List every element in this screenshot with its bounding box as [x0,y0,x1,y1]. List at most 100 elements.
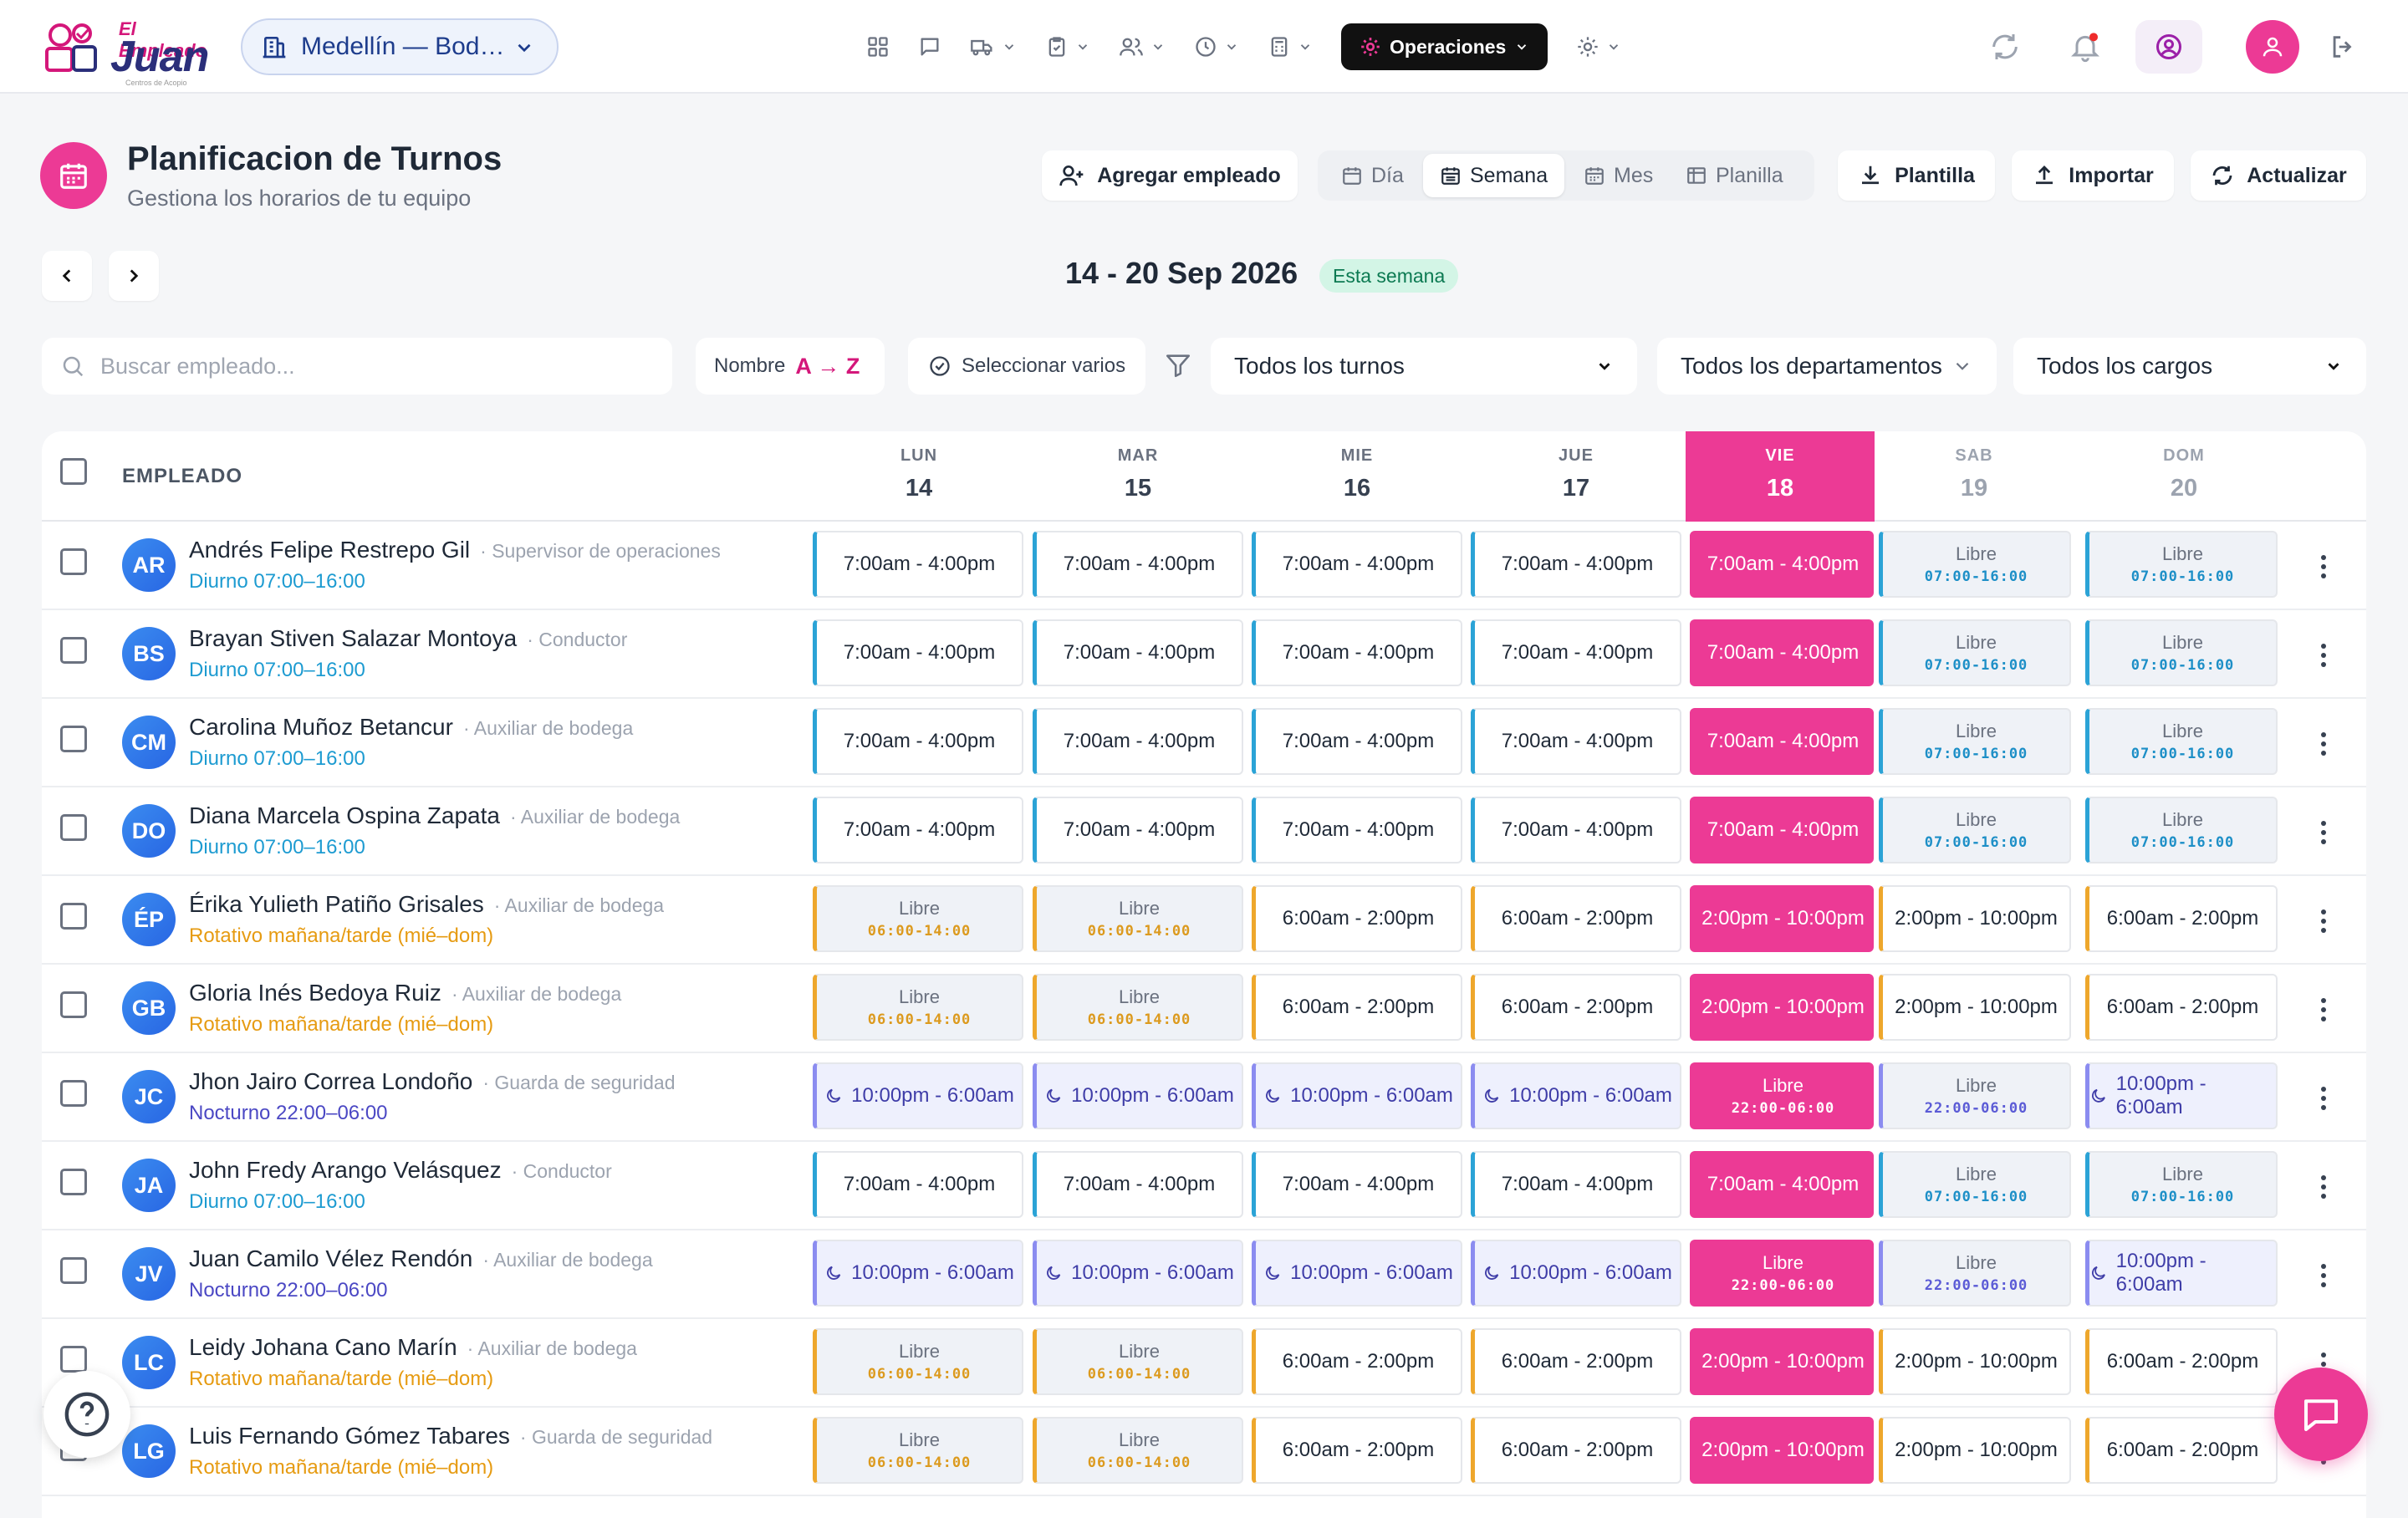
shift-cell[interactable]: 7:00am - 4:00pm [1033,708,1243,775]
avatar[interactable]: JA [122,1159,176,1212]
day-header[interactable]: VIE 18 [1686,431,1875,522]
shift-cell[interactable]: 6:00am - 2:00pm [1471,885,1681,952]
shift-cell[interactable]: 6:00am - 2:00pm [1471,1328,1681,1395]
shift-cell[interactable]: Libre 06:00-14:00 [1033,1417,1243,1484]
import-button[interactable]: Importar [2012,150,2174,201]
employee-name-line[interactable]: Carolina Muñoz Betancur · Auxiliar de bod… [189,714,633,741]
row-checkbox[interactable] [60,548,87,575]
row-menu-button[interactable] [2319,642,2328,673]
next-week-button[interactable] [109,251,159,301]
avatar[interactable]: JV [122,1247,176,1301]
shift-cell[interactable]: Libre 07:00-16:00 [1879,531,2071,598]
day-header[interactable]: LUN 14 [813,431,1025,522]
employee-name-line[interactable]: Brayan Stiven Salazar Montoya · Conductor [189,625,627,652]
shift-cell[interactable]: 6:00am - 2:00pm [1252,974,1462,1041]
shift-cell[interactable]: 7:00am - 4:00pm [1690,708,1874,775]
employee-name-line[interactable]: Andrés Felipe Restrepo Gil · Supervisor d… [189,537,721,563]
nav-reports[interactable] [1268,35,1313,59]
shift-cell[interactable]: Libre 07:00-16:00 [2085,1151,2278,1218]
employee-name-line[interactable]: Leidy Johana Cano Marín · Auxiliar de bod… [189,1334,637,1361]
this-week-badge[interactable]: Esta semana [1319,259,1459,293]
shift-cell[interactable]: Libre 06:00-14:00 [813,974,1023,1041]
avatar[interactable]: LG [122,1424,176,1478]
shift-cell[interactable]: Libre 07:00-16:00 [2085,531,2278,598]
shift-cell[interactable]: Libre 07:00-16:00 [1879,797,2071,863]
shift-cell[interactable]: Libre 07:00-16:00 [1879,619,2071,686]
row-menu-button[interactable] [2319,731,2328,762]
shift-cell[interactable]: 10:00pm - 6:00am [1033,1062,1243,1129]
shift-cell[interactable]: 10:00pm - 6:00am [813,1062,1023,1129]
row-checkbox[interactable] [60,1257,87,1284]
shift-cell[interactable]: 10:00pm - 6:00am [1471,1240,1681,1307]
shift-cell[interactable]: 10:00pm - 6:00am [1471,1062,1681,1129]
sync-button[interactable] [1982,23,2028,70]
shift-cell[interactable]: Libre 06:00-14:00 [1033,885,1243,952]
select-all-checkbox[interactable] [60,458,87,485]
add-employee-button[interactable]: Agregar empleado [1042,150,1298,201]
avatar[interactable]: JC [122,1070,176,1123]
nav-settings[interactable] [1576,35,1621,59]
day-header[interactable]: SAB 19 [1875,431,2073,522]
employee-name-line[interactable]: John Fredy Arango Velásquez · Conductor [189,1157,612,1184]
avatar[interactable]: CM [122,716,176,769]
view-week-button[interactable]: Semana [1423,154,1565,197]
avatar[interactable]: DO [122,804,176,858]
shift-cell[interactable]: Libre 07:00-16:00 [2085,619,2278,686]
shift-cell[interactable]: 7:00am - 4:00pm [1471,619,1681,686]
shift-cell[interactable]: 2:00pm - 10:00pm [1879,1328,2071,1395]
day-header[interactable]: DOM 20 [2082,431,2286,522]
shift-cell[interactable]: 2:00pm - 10:00pm [1879,1417,2071,1484]
shift-cell[interactable]: 7:00am - 4:00pm [1471,797,1681,863]
avatar[interactable]: ÉP [122,893,176,946]
user-avatar[interactable] [2246,20,2299,74]
department-filter-select[interactable]: Todos los departamentos [1657,338,1997,395]
shift-cell[interactable]: Libre 06:00-14:00 [813,1417,1023,1484]
nav-messages[interactable] [918,35,941,59]
shift-cell[interactable]: 7:00am - 4:00pm [1252,531,1462,598]
shift-cell[interactable]: 7:00am - 4:00pm [1471,708,1681,775]
day-header[interactable]: JUE 17 [1471,431,1681,522]
shift-cell[interactable]: Libre 07:00-16:00 [1879,708,2071,775]
shift-cell[interactable]: 7:00am - 4:00pm [1690,1151,1874,1218]
shift-cell[interactable]: Libre 07:00-16:00 [1879,1151,2071,1218]
employee-name-line[interactable]: Diana Marcela Ospina Zapata · Auxiliar de… [189,802,680,829]
shift-cell[interactable]: 2:00pm - 10:00pm [1690,1328,1874,1395]
day-header[interactable]: MAR 15 [1033,431,1243,522]
shift-cell[interactable]: Libre 06:00-14:00 [813,885,1023,952]
shift-cell[interactable]: 10:00pm - 6:00am [813,1240,1023,1307]
row-menu-button[interactable] [2319,1262,2328,1293]
row-checkbox[interactable] [60,1080,87,1107]
logout-button[interactable] [2319,23,2366,70]
row-checkbox[interactable] [60,1346,87,1373]
help-button[interactable] [43,1371,130,1458]
view-roster-button[interactable]: Planilla [1669,154,1800,197]
shift-cell[interactable]: Libre 22:00-06:00 [1879,1062,2071,1129]
avatar[interactable]: GB [122,981,176,1035]
row-menu-button[interactable] [2319,553,2328,584]
employee-name-line[interactable]: Jhon Jairo Correa Londoño · Guarda de seg… [189,1068,676,1095]
shift-cell[interactable]: 2:00pm - 10:00pm [1690,974,1874,1041]
sort-button[interactable]: Nombre A → Z [696,338,885,395]
template-button[interactable]: Plantilla [1838,150,1995,201]
shift-cell[interactable]: 7:00am - 4:00pm [1033,797,1243,863]
nav-time[interactable] [1194,35,1239,59]
refresh-button[interactable]: Actualizar [2191,150,2366,201]
row-menu-button[interactable] [2319,908,2328,939]
shift-cell[interactable]: 6:00am - 2:00pm [1252,885,1462,952]
nav-people[interactable] [1119,35,1166,59]
shift-cell[interactable]: 7:00am - 4:00pm [813,1151,1023,1218]
filter-button[interactable] [1164,351,1192,384]
shift-cell[interactable]: 2:00pm - 10:00pm [1879,974,2071,1041]
shift-cell[interactable]: 7:00am - 4:00pm [1690,797,1874,863]
shift-cell[interactable]: 2:00pm - 10:00pm [1879,885,2071,952]
chat-button[interactable] [2274,1368,2368,1461]
avatar[interactable]: BS [122,627,176,680]
shift-cell[interactable]: 6:00am - 2:00pm [1471,974,1681,1041]
view-month-button[interactable]: Mes [1567,154,1670,197]
shift-cell[interactable]: 6:00am - 2:00pm [2085,974,2278,1041]
shift-cell[interactable]: 7:00am - 4:00pm [1033,531,1243,598]
shift-cell[interactable]: 7:00am - 4:00pm [1252,1151,1462,1218]
employee-name-line[interactable]: Gloria Inés Bedoya Ruiz · Auxiliar de bod… [189,980,621,1006]
nav-operations[interactable]: Operaciones [1341,23,1548,70]
shift-cell[interactable]: Libre 22:00-06:00 [1690,1062,1874,1129]
